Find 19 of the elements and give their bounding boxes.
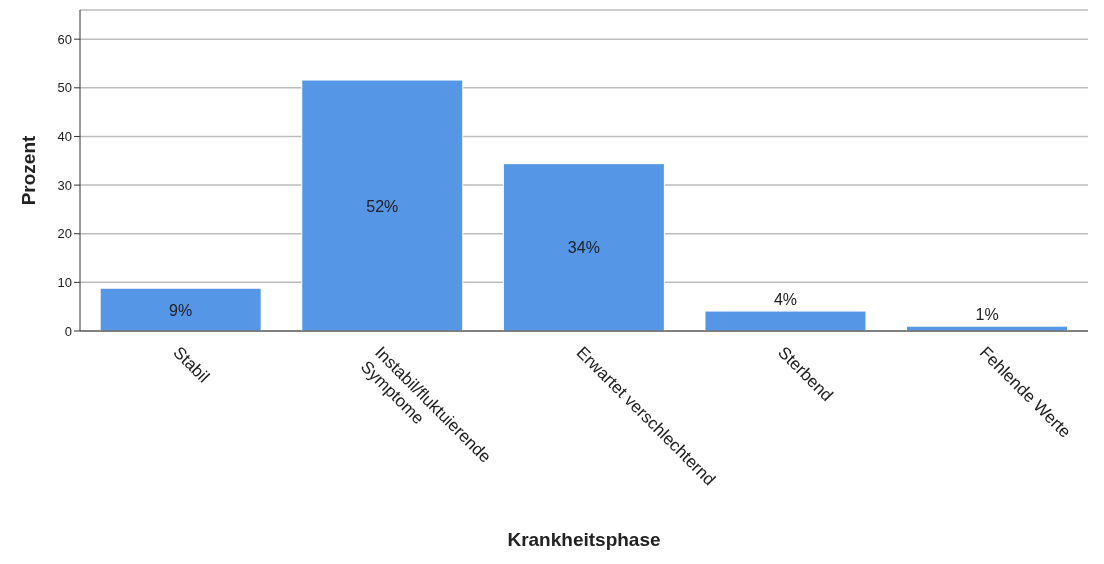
y-tick-label: 60 xyxy=(57,31,72,47)
y-tick-label: 20 xyxy=(57,226,72,242)
data-label: 34% xyxy=(567,239,600,257)
bar xyxy=(99,287,262,331)
data-label: 4% xyxy=(773,291,798,309)
bar xyxy=(502,163,665,331)
y-axis-title: Prozent xyxy=(17,135,39,206)
data-label: 52% xyxy=(366,197,399,215)
bar xyxy=(906,325,1069,331)
y-tick-label: 30 xyxy=(57,177,72,193)
bar xyxy=(301,79,464,331)
y-tick-label: 50 xyxy=(57,80,72,96)
data-label: 9% xyxy=(169,301,193,319)
data-label: 1% xyxy=(975,306,999,324)
x-axis-title: Krankheitsphase xyxy=(507,529,661,550)
bar xyxy=(704,310,867,331)
y-tick-label: 40 xyxy=(57,129,72,145)
y-tick-label: 10 xyxy=(57,274,72,290)
y-tick-label: 0 xyxy=(64,323,72,339)
